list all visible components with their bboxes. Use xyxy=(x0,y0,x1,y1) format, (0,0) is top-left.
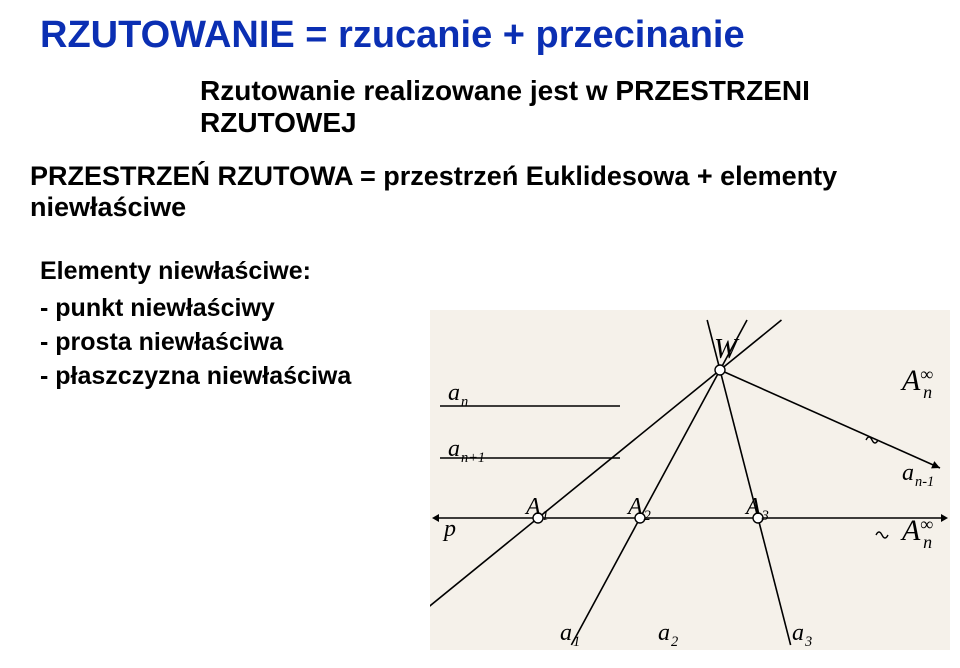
page-title: RZUTOWANIE = rzucanie + przecinanie xyxy=(0,0,960,57)
svg-text:A∞n: A∞n xyxy=(900,514,933,552)
projection-diagram: Wpanan+1A1a1A2a2A3a3A∞nan-1A∞n xyxy=(430,310,950,650)
svg-text:A∞n: A∞n xyxy=(900,364,933,402)
diagram-svg: Wpanan+1A1a1A2a2A3a3A∞nan-1A∞n xyxy=(430,310,950,650)
svg-text:W: W xyxy=(714,334,740,365)
elements-header: Elementy niewłaściwe: xyxy=(0,223,960,286)
subtitle: Rzutowanie realizowane jest w PRZESTRZEN… xyxy=(0,57,960,139)
svg-text:p: p xyxy=(442,516,456,542)
definition: PRZESTRZEŃ RZUTOWA = przestrzeń Euklides… xyxy=(0,139,960,223)
